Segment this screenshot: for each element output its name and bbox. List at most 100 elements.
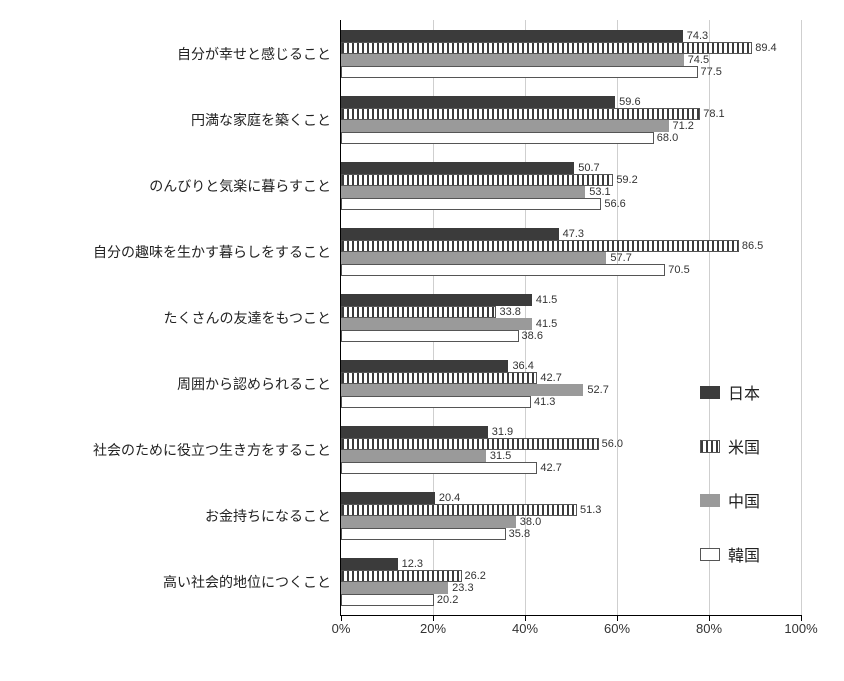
bar-value-label: 89.4 — [751, 42, 776, 54]
bar-korea: 56.6 — [341, 198, 601, 210]
category-label: 周囲から認められること — [177, 374, 341, 394]
bar-value-label: 35.8 — [505, 528, 530, 540]
bar-usa: 89.4 — [341, 42, 752, 54]
bar-value-label: 41.5 — [532, 318, 557, 330]
bar-value-label: 56.6 — [600, 198, 625, 210]
bar-japan: 50.7 — [341, 162, 574, 174]
bar-value-label: 50.7 — [574, 162, 599, 174]
legend-item-china: 中国 — [700, 488, 760, 512]
bar-value-label: 20.2 — [433, 594, 458, 606]
bar-value-label: 38.6 — [518, 330, 543, 342]
bar-value-label: 33.8 — [495, 306, 520, 318]
bar-korea: 38.6 — [341, 330, 519, 342]
bar-chart: 0%20%40%60%80%100%自分が幸せと感じること74.389.474.… — [0, 0, 844, 681]
bar-value-label: 42.7 — [536, 462, 561, 474]
legend-swatch — [700, 440, 720, 453]
bar-korea: 70.5 — [341, 264, 665, 276]
category-label: 高い社会的地位につくこと — [163, 572, 341, 592]
category-label: 自分の趣味を生かす暮らしをすること — [93, 242, 341, 262]
bar-value-label: 77.5 — [697, 66, 722, 78]
bar-japan: 36.4 — [341, 360, 508, 372]
legend-item-korea: 韓国 — [700, 542, 760, 566]
bar-value-label: 31.9 — [488, 426, 513, 438]
bar-japan: 12.3 — [341, 558, 398, 570]
bar-value-label: 71.2 — [669, 120, 694, 132]
category-label: たくさんの友達をもつこと — [164, 308, 341, 328]
x-axis-label: 100% — [784, 621, 817, 636]
bar-japan: 74.3 — [341, 30, 683, 42]
legend-label: 中国 — [728, 488, 760, 512]
bar-value-label: 38.0 — [516, 516, 541, 528]
x-axis-label: 60% — [604, 621, 630, 636]
bar-value-label: 74.5 — [684, 54, 709, 66]
bar-china: 57.7 — [341, 252, 606, 264]
bar-japan: 59.6 — [341, 96, 615, 108]
bar-value-label: 74.3 — [683, 30, 708, 42]
legend-swatch — [700, 548, 720, 561]
bar-value-label: 26.2 — [461, 570, 486, 582]
bar-value-label: 59.2 — [612, 174, 637, 186]
bar-value-label: 23.3 — [448, 582, 473, 594]
bar-china: 41.5 — [341, 318, 532, 330]
bar-korea: 35.8 — [341, 528, 506, 540]
bar-value-label: 57.7 — [606, 252, 631, 264]
legend: 日本米国中国韓国 — [700, 380, 760, 596]
bar-value-label: 42.7 — [536, 372, 561, 384]
x-axis-label: 20% — [420, 621, 446, 636]
x-axis-label: 80% — [696, 621, 722, 636]
bar-value-label: 53.1 — [585, 186, 610, 198]
bar-china: 53.1 — [341, 186, 585, 198]
x-axis-label: 40% — [512, 621, 538, 636]
category-label: のんびりと気楽に暮らすこと — [149, 176, 341, 196]
bar-value-label: 41.5 — [532, 294, 557, 306]
bar-usa: 56.0 — [341, 438, 599, 450]
bar-value-label: 36.4 — [508, 360, 533, 372]
bar-usa: 78.1 — [341, 108, 700, 120]
bar-value-label: 56.0 — [598, 438, 623, 450]
x-axis-label: 0% — [332, 621, 351, 636]
bar-china: 52.7 — [341, 384, 583, 396]
bar-usa: 86.5 — [341, 240, 739, 252]
bar-japan: 47.3 — [341, 228, 559, 240]
category-label: 自分が幸せと感じること — [177, 44, 341, 64]
bar-value-label: 86.5 — [738, 240, 763, 252]
bar-value-label: 68.0 — [653, 132, 678, 144]
bar-china: 31.5 — [341, 450, 486, 462]
legend-item-usa: 米国 — [700, 434, 760, 458]
legend-label: 米国 — [728, 434, 760, 458]
legend-swatch — [700, 494, 720, 507]
bar-value-label: 70.5 — [664, 264, 689, 276]
legend-swatch — [700, 386, 720, 399]
bar-usa: 26.2 — [341, 570, 462, 582]
bar-value-label: 52.7 — [583, 384, 608, 396]
bar-value-label: 78.1 — [699, 108, 724, 120]
bar-korea: 77.5 — [341, 66, 698, 78]
bar-usa: 33.8 — [341, 306, 496, 318]
bar-usa: 59.2 — [341, 174, 613, 186]
bar-value-label: 31.5 — [486, 450, 511, 462]
category-label: 円満な家庭を築くこと — [191, 110, 341, 130]
bar-value-label: 51.3 — [576, 504, 601, 516]
bar-value-label: 47.3 — [559, 228, 584, 240]
bar-korea: 68.0 — [341, 132, 654, 144]
legend-item-japan: 日本 — [700, 380, 760, 404]
bar-japan: 20.4 — [341, 492, 435, 504]
bar-china: 71.2 — [341, 120, 669, 132]
bar-korea: 42.7 — [341, 462, 537, 474]
bar-china: 23.3 — [341, 582, 448, 594]
bar-china: 38.0 — [341, 516, 516, 528]
bar-japan: 41.5 — [341, 294, 532, 306]
legend-label: 日本 — [728, 380, 760, 404]
bar-usa: 42.7 — [341, 372, 537, 384]
bar-value-label: 20.4 — [435, 492, 460, 504]
legend-label: 韓国 — [728, 542, 760, 566]
bar-usa: 51.3 — [341, 504, 577, 516]
gridline — [801, 20, 802, 615]
bar-korea: 41.3 — [341, 396, 531, 408]
bar-value-label: 59.6 — [615, 96, 640, 108]
bar-value-label: 41.3 — [530, 396, 555, 408]
category-label: お金持ちになること — [205, 506, 341, 526]
bar-japan: 31.9 — [341, 426, 488, 438]
bar-value-label: 12.3 — [398, 558, 423, 570]
bar-korea: 20.2 — [341, 594, 434, 606]
